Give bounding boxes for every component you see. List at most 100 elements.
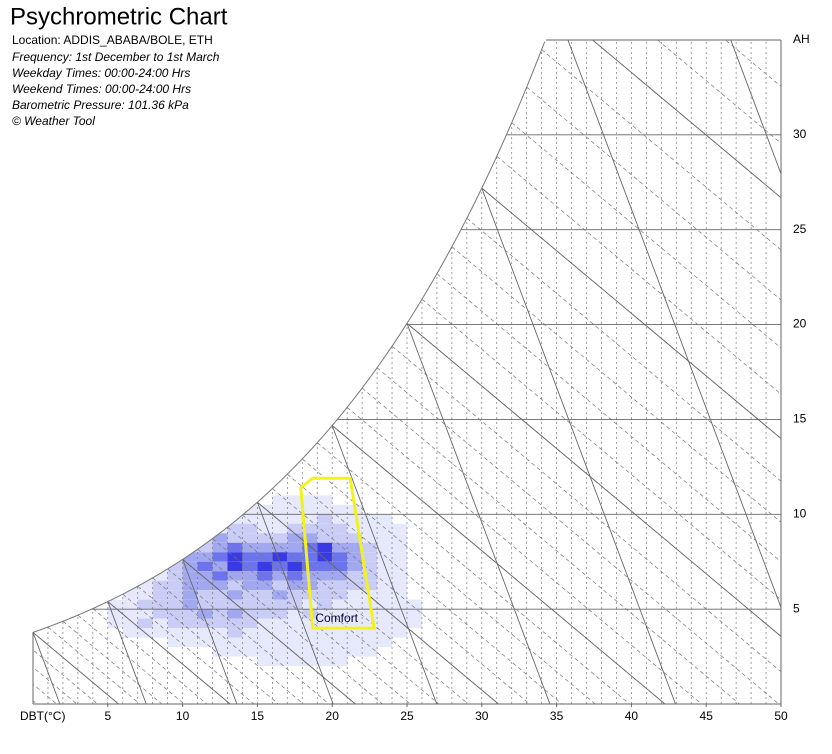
x-tick-label: 10	[176, 709, 190, 723]
heat-cell	[242, 514, 258, 524]
heat-cell	[227, 609, 243, 619]
x-tick-label: 25	[400, 709, 414, 723]
pressure-label: Barometric Pressure:	[12, 98, 125, 112]
enthalpy-line	[122, 593, 255, 704]
heat-cell	[272, 571, 288, 581]
enthalpy-line	[391, 345, 781, 704]
enthalpy-line	[227, 526, 440, 704]
heat-cell	[152, 609, 168, 619]
heat-cell	[242, 647, 258, 657]
enthalpy-line-major	[107, 601, 231, 704]
heat-cell	[347, 609, 363, 619]
heat-cell	[302, 495, 318, 505]
heat-cell	[302, 504, 318, 515]
heat-cell	[212, 580, 228, 591]
enthalpy-line	[421, 298, 781, 704]
heat-cell	[347, 590, 363, 600]
heat-cell	[347, 514, 363, 524]
heat-cell	[197, 628, 213, 638]
heat-cell	[242, 590, 258, 600]
heat-cell	[332, 561, 348, 572]
heat-cell	[227, 580, 243, 591]
heat-cell	[287, 495, 303, 505]
heat-cell	[332, 618, 348, 629]
heat-cell	[407, 599, 422, 610]
enthalpy-line	[197, 549, 383, 704]
heat-cell	[347, 533, 363, 543]
heat-cell	[257, 628, 273, 638]
heat-cell	[242, 599, 258, 610]
heat-cell	[317, 599, 333, 610]
heat-cell	[317, 656, 333, 667]
heat-cell	[107, 609, 123, 619]
heat-cell	[212, 533, 228, 543]
heat-cell	[272, 647, 288, 657]
heat-cell	[272, 609, 288, 619]
heat-cell	[257, 561, 273, 572]
heat-cell	[182, 599, 198, 610]
heat-cell	[362, 618, 378, 629]
x-axis-label: DBT(°C)	[20, 709, 65, 723]
heat-cell	[317, 618, 333, 629]
heat-cell	[392, 542, 407, 553]
heat-cell	[272, 561, 288, 572]
heat-cell	[362, 552, 378, 562]
heat-cell	[302, 523, 318, 534]
heat-cell	[257, 618, 273, 629]
heat-cell	[272, 495, 288, 505]
info-line: Frequency: 1st December to 1st March	[12, 50, 220, 64]
heat-cell	[377, 618, 393, 629]
credit: © Weather Tool	[12, 114, 95, 128]
heat-cell	[122, 590, 138, 600]
heat-cell	[227, 599, 243, 610]
heat-cell	[287, 542, 303, 553]
heat-cell	[167, 609, 183, 619]
heat-cell	[362, 580, 378, 591]
heat-cell	[332, 656, 348, 667]
heat-cell	[317, 552, 333, 562]
heat-cell	[377, 542, 393, 553]
heat-cell	[137, 580, 153, 591]
heat-cell	[257, 514, 273, 524]
heat-cell	[182, 590, 198, 600]
enthalpy-line	[33, 641, 78, 704]
heat-cell	[392, 618, 407, 629]
enthalpy-line	[92, 608, 208, 704]
heat-cell	[287, 523, 303, 534]
heat-cell	[377, 514, 393, 524]
heat-cell	[377, 571, 393, 581]
heat-cell	[167, 561, 183, 572]
heat-cell	[302, 533, 318, 543]
enthalpy-line-major	[556, 40, 781, 704]
enthalpy-line	[361, 387, 740, 704]
enthalpy-line-major	[33, 632, 119, 704]
heat-cell	[302, 561, 318, 572]
x-tick-label: 45	[700, 709, 714, 723]
heat-cell	[392, 561, 407, 572]
enthalpy-line	[33, 637, 98, 704]
heat-cell	[377, 628, 393, 638]
heat-cell	[317, 542, 333, 553]
heat-cell	[257, 599, 273, 610]
heat-cell	[197, 552, 213, 562]
heat-cell	[272, 533, 288, 543]
heat-cell	[392, 609, 407, 619]
enthalpy-line	[317, 442, 630, 704]
heat-cell	[377, 523, 393, 534]
heat-cell	[332, 599, 348, 610]
heat-cell	[317, 504, 333, 515]
heat-cell	[287, 571, 303, 581]
enthalpy-line	[571, 40, 781, 704]
heat-cell	[332, 647, 348, 657]
heat-cell	[377, 599, 393, 610]
heat-cell	[257, 552, 273, 562]
heat-cell	[317, 514, 333, 524]
heat-cell	[362, 523, 378, 534]
heat-cell	[212, 609, 228, 619]
heat-cell	[332, 504, 348, 515]
heat-cell	[287, 609, 303, 619]
heat-cell	[257, 542, 273, 553]
info-line: Weekday Times: 00:00-24:00 Hrs	[12, 66, 190, 80]
heat-cell	[227, 561, 243, 572]
heat-cell	[242, 637, 258, 648]
